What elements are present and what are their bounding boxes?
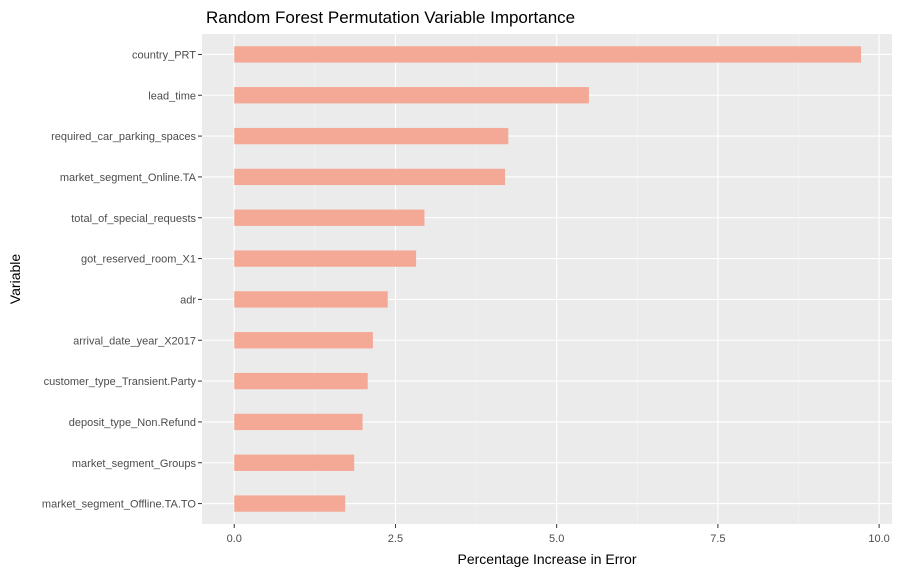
y-axis-title: Variable bbox=[7, 254, 23, 305]
y-tick-label: lead_time bbox=[148, 90, 196, 102]
bar-market_segment_Offline.TA.TO bbox=[234, 495, 346, 512]
x-tick-label: 0.0 bbox=[227, 533, 242, 545]
y-tick-label: total_of_special_requests bbox=[71, 213, 196, 225]
y-tick-label: market_segment_Offline.TA.TO bbox=[42, 499, 197, 511]
y-tick-label: adr bbox=[180, 294, 196, 306]
bar-customer_type_Transient.Party bbox=[234, 372, 368, 390]
y-tick-label: arrival_date_year_X2017 bbox=[73, 335, 196, 347]
plot-panel bbox=[202, 34, 892, 524]
y-tick-label: market_segment_Online.TA bbox=[60, 172, 197, 184]
y-tick-label: market_segment_Groups bbox=[72, 458, 197, 470]
y-axis-ticks: country_PRT lead_time required_car_parking… bbox=[42, 49, 202, 511]
bar-required_car_parking_spaces bbox=[234, 127, 509, 145]
bar-adr bbox=[234, 291, 388, 308]
x-axis-title: Percentage Increase in Error bbox=[458, 551, 637, 567]
x-axis-ticks: 0.0 2.5 5.0 7.5 10.0 bbox=[227, 524, 890, 545]
bar-arrival_date_year_X2017 bbox=[234, 332, 373, 349]
y-tick-label: deposit_type_Non.Refund bbox=[69, 417, 196, 429]
bar-lead_time bbox=[234, 87, 589, 104]
bar-country_PRT bbox=[234, 46, 862, 63]
bar-market_segment_Online.TA bbox=[234, 168, 506, 186]
x-tick-label: 10.0 bbox=[868, 533, 889, 545]
x-tick-label: 7.5 bbox=[710, 533, 725, 545]
y-tick-label: required_car_parking_spaces bbox=[51, 131, 196, 143]
y-tick-label: customer_type_Transient.Party bbox=[44, 376, 197, 388]
y-tick-label: got_reserved_room_X1 bbox=[81, 254, 196, 266]
bar-market_segment_Groups bbox=[234, 454, 355, 471]
y-tick-label: country_PRT bbox=[132, 49, 196, 61]
bar-got_reserved_room_X1 bbox=[234, 250, 417, 267]
x-tick-label: 2.5 bbox=[388, 533, 403, 545]
x-tick-label: 5.0 bbox=[549, 533, 564, 545]
chart-title: Random Forest Permutation Variable Impor… bbox=[206, 8, 575, 27]
bars bbox=[234, 46, 862, 512]
bar-total_of_special_requests bbox=[234, 209, 425, 226]
bar-deposit_type_Non.Refund bbox=[234, 413, 363, 431]
